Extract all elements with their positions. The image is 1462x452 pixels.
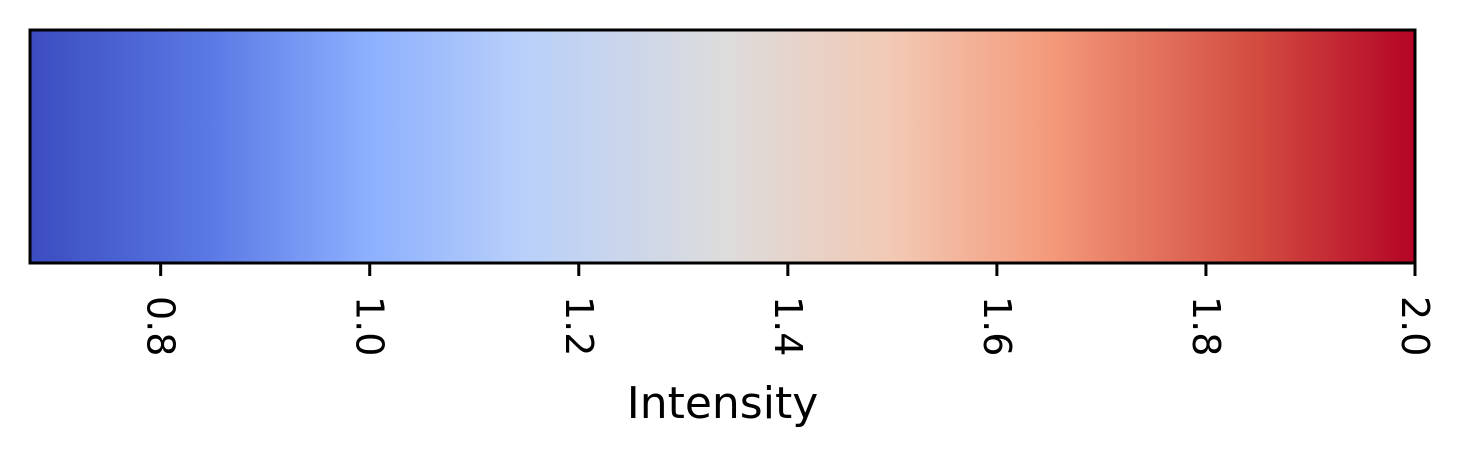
x-tick-label: 1.0 [348,296,392,356]
colorbar-gradient [30,30,1415,263]
colorbar-frame [28,28,1417,265]
x-tick-label: 1.6 [975,296,1019,356]
x-tick-label: 2.0 [1393,296,1437,356]
x-axis-label: Intensity [627,378,819,429]
x-tick-label: 1.2 [557,296,601,356]
x-tick-label: 0.8 [139,296,183,356]
x-axis-ticks: 0.8 1.0 1.2 1.4 1.6 1.8 2.0 [139,263,1437,356]
x-tick-label: 1.4 [766,296,810,356]
x-tick-label: 1.8 [1184,296,1228,356]
